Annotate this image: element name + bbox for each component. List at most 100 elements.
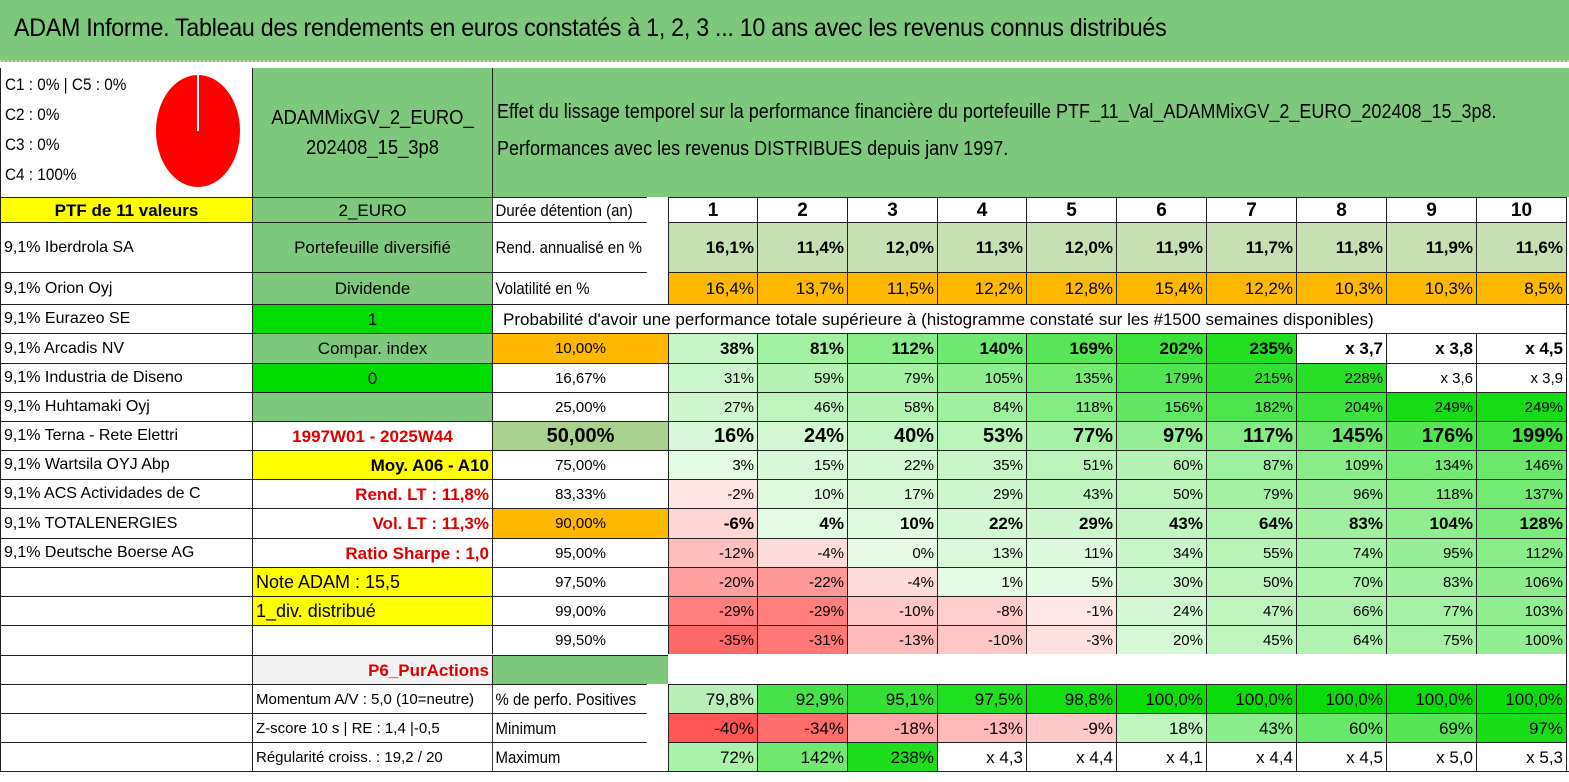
prob-value: 58%: [847, 392, 937, 421]
prob-value-text: 15%: [813, 456, 844, 474]
prob-value-text: -22%: [808, 573, 844, 591]
portfolio-name-text: ADAMMixGV_2_EURO_202408_15_3p8: [271, 106, 474, 159]
prob-value-text: 24%: [1172, 602, 1203, 620]
vol-value-10: 8,5%: [1476, 272, 1566, 304]
prob-value-text: 53%: [982, 425, 1023, 447]
positives-value: 95,1%: [847, 684, 937, 713]
rend-value-4: 11,3%: [937, 222, 1026, 272]
prob-value-text: 5%: [1091, 573, 1113, 591]
empty-cell: [0, 596, 252, 625]
prob-value: 16%: [668, 421, 757, 450]
prob-value-text: 10%: [813, 485, 844, 503]
prob-value: 40%: [847, 421, 937, 450]
prob-value: 22%: [937, 508, 1026, 538]
prob-value: 118%: [1386, 479, 1476, 508]
prob-threshold: 97,50%: [492, 567, 668, 596]
prob-threshold: 25,00%: [492, 392, 668, 421]
holding-row-text: 9,1% Terna - Rete Elettri: [4, 427, 179, 444]
rend-value-3: 12,0%: [847, 222, 937, 272]
prob-value-text: -13%: [898, 631, 934, 649]
prob-value-text: 156%: [1164, 398, 1203, 416]
prob-value-text: 40%: [893, 425, 934, 447]
div-distribution-text: 1_div. distribué: [256, 601, 376, 621]
prob-value-text: 43%: [1168, 514, 1203, 533]
rend-label: Rend. annualisé en %: [492, 222, 647, 272]
rend-label-text: Rend. annualisé en %: [495, 238, 642, 257]
prob-value: 112%: [847, 333, 937, 363]
prob-value: 176%: [1386, 421, 1476, 450]
holding-row-text: 9,1% TOTALENERGIES: [4, 514, 178, 532]
prob-value-text: 47%: [1262, 602, 1293, 620]
vol-value-4: 12,2%: [937, 272, 1026, 304]
prob-value: -10%: [937, 625, 1026, 654]
prob-threshold-text: 16,67%: [555, 369, 606, 387]
prob-value-text: x 3,7: [1345, 339, 1383, 358]
prob-value: 77%: [1026, 421, 1116, 450]
vol-value-6: 15,4%: [1116, 272, 1206, 304]
holding-row: 9,1% Huhtamaki Oyj: [0, 392, 252, 421]
prob-threshold: 83,33%: [492, 479, 668, 508]
prob-value: -10%: [847, 596, 937, 625]
prob-value-text: 140%: [979, 339, 1023, 358]
prob-value-text: 58%: [903, 398, 934, 416]
maximum-value-text: x 4,4: [1076, 747, 1113, 767]
prob-value: -4%: [847, 567, 937, 596]
prob-value: 1%: [937, 567, 1026, 596]
prob-value: 228%: [1296, 363, 1386, 392]
holding-row: 9,1% Industria de Diseno: [0, 363, 252, 392]
prob-value: -4%: [757, 538, 847, 567]
rend-value-9-text: 11,9%: [1425, 238, 1473, 257]
minimum-label-text: Minimum: [495, 718, 557, 738]
holding-row-text: 9,1% Wartsila OYJ Abp: [4, 456, 170, 473]
minimum-value: -13%: [937, 713, 1026, 742]
prob-value: 169%: [1026, 333, 1116, 363]
minimum-value: -18%: [847, 713, 937, 742]
prob-value-text: 35%: [992, 456, 1023, 474]
prob-value: 34%: [1116, 538, 1206, 567]
regularite: Régularité croiss. : 19,2 / 20: [252, 742, 492, 771]
year-header-3: 3: [847, 197, 937, 222]
prob-value: 145%: [1296, 421, 1386, 450]
maximum-label: Maximum: [492, 742, 647, 771]
vol-value-9-text: 10,3%: [1424, 279, 1473, 298]
prob-value: 128%: [1476, 508, 1566, 538]
prob-value: 46%: [757, 392, 847, 421]
prob-value-text: 169%: [1069, 339, 1113, 358]
prob-value-text: 176%: [1421, 425, 1473, 447]
minimum-value: -34%: [757, 713, 847, 742]
composition-line4: C4 : 100%: [5, 165, 77, 184]
maximum-value-text: x 5,3: [1526, 747, 1563, 767]
year-header-5: 5: [1026, 197, 1116, 222]
year-header-5-text: 5: [1066, 199, 1077, 221]
maximum-value: x 4,5: [1296, 742, 1386, 771]
rend-value-1: 16,1%: [668, 222, 757, 272]
period-text: 1997W01 - 2025W44: [292, 426, 453, 446]
rend-value-5-text: 12,0%: [1064, 238, 1113, 257]
vol-value-7: 12,2%: [1206, 272, 1296, 304]
prob-value-text: 249%: [1524, 398, 1563, 416]
compar-value: 0: [252, 363, 492, 392]
vol-value-3: 11,5%: [847, 272, 937, 304]
prob-value-text: 249%: [1434, 398, 1473, 416]
minimum-value-text: -34%: [804, 718, 844, 738]
prob-threshold-text: 99,50%: [555, 631, 606, 649]
maximum-value-text: 238%: [890, 747, 934, 767]
prob-threshold: 75,00%: [492, 450, 668, 479]
p6-category: P6_PurActions: [252, 655, 492, 684]
prob-value-text: 77%: [1072, 425, 1113, 447]
prob-value-text: x 3,8: [1435, 339, 1473, 358]
maximum-value-text: x 4,4: [1256, 747, 1293, 767]
duration-label-text: Durée détention (an): [495, 200, 633, 220]
prob-value-text: 146%: [1524, 456, 1563, 474]
empty-green-cell: [252, 392, 492, 421]
prob-value: 83%: [1296, 508, 1386, 538]
holding-row: 9,1% Arcadis NV: [0, 333, 252, 363]
prob-value-text: 11%: [1084, 544, 1113, 562]
prob-value: 135%: [1026, 363, 1116, 392]
momentum: Momentum A/V : 5,0 (10=neutre): [252, 684, 492, 713]
minimum-value: 69%: [1386, 713, 1476, 742]
year-header-7: 7: [1206, 197, 1296, 222]
maximum-value-text: 142%: [800, 747, 844, 767]
positives-value: 79,8%: [668, 684, 757, 713]
prob-value: 66%: [1296, 596, 1386, 625]
